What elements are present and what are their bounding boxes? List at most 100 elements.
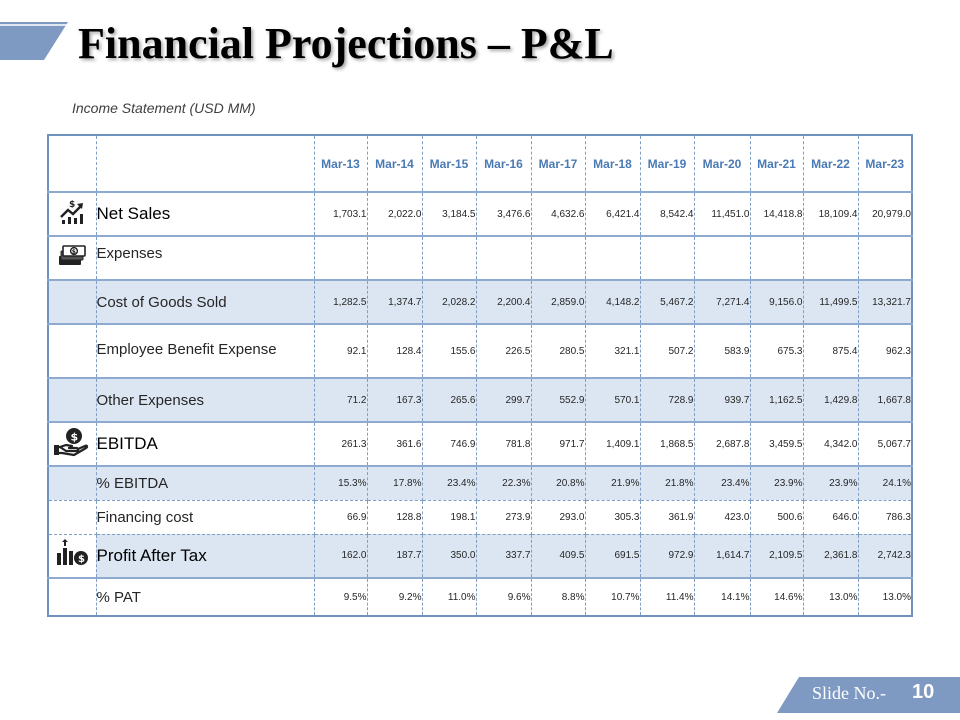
table-row: Cost of Goods Sold 1,282.5 1,374.7 2,028.2 2… <box>47 279 913 325</box>
value-cell: 198.1 <box>421 499 477 535</box>
value-cell: 11,499.5 <box>802 279 859 325</box>
value-cell <box>693 235 751 281</box>
value-cell: 22.3% <box>475 465 532 501</box>
value-cell: 23.4% <box>421 465 477 501</box>
table-row: $ EBITDA 261.3 361.6 746.9 781.8 971.7 1,409.1 1… <box>47 421 913 467</box>
hand-coin-icon: $ <box>54 427 90 461</box>
value-cell: 187.7 <box>366 533 423 579</box>
value-cell <box>584 235 641 281</box>
value-cell: 691.5 <box>584 533 641 579</box>
value-cell: 5,467.2 <box>639 279 695 325</box>
value-cell: 361.9 <box>639 499 695 535</box>
header-row: Mar-13 Mar-14 Mar-15 Mar-16 Mar-17 Mar-1… <box>47 134 913 193</box>
value-cell: 20.8% <box>530 465 586 501</box>
value-cell: 17.8% <box>366 465 423 501</box>
footer-band <box>777 677 960 713</box>
table-row: $ Profit After Tax 162.0 187.7 350.0 337.7 409… <box>47 533 913 579</box>
value-cell: 4,148.2 <box>584 279 641 325</box>
value-cell <box>857 235 913 281</box>
value-cell <box>313 235 368 281</box>
row-label: EBITDA <box>95 421 315 467</box>
value-cell: 15.3% <box>313 465 368 501</box>
row-icon-cell <box>47 499 97 535</box>
value-cell: 1,667.8 <box>857 377 913 423</box>
slide-number: 10 <box>912 681 935 703</box>
table-caption: Income Statement (USD MM) <box>72 100 256 116</box>
year-header: Mar-13 <box>313 134 368 193</box>
value-cell: 1,162.5 <box>749 377 804 423</box>
value-cell: 14,418.8 <box>749 191 804 237</box>
value-cell: 155.6 <box>421 323 477 379</box>
value-cell: 2,200.4 <box>475 279 532 325</box>
value-cell: 321.1 <box>584 323 641 379</box>
value-cell: 1,614.7 <box>693 533 751 579</box>
value-cell: 20,979.0 <box>857 191 913 237</box>
row-label: Employee Benefit Expense <box>95 323 315 379</box>
value-cell: 305.3 <box>584 499 641 535</box>
value-cell <box>475 235 532 281</box>
row-label: Other Expenses <box>95 377 315 423</box>
value-cell: 2,028.2 <box>421 279 477 325</box>
value-cell <box>802 235 859 281</box>
corner-accent-shape <box>0 22 68 60</box>
value-cell: 971.7 <box>530 421 586 467</box>
svg-text:$: $ <box>69 200 75 210</box>
value-cell: 1,429.8 <box>802 377 859 423</box>
value-cell: 9,156.0 <box>749 279 804 325</box>
value-cell: 570.1 <box>584 377 641 423</box>
row-icon-cell <box>47 279 97 325</box>
value-cell: 10.7% <box>584 577 641 617</box>
row-icon-cell <box>47 377 97 423</box>
value-cell <box>749 235 804 281</box>
row-label: % EBITDA <box>95 465 315 501</box>
value-cell <box>421 235 477 281</box>
value-cell <box>639 235 695 281</box>
row-label: Profit After Tax <box>95 533 315 579</box>
value-cell: 11.4% <box>639 577 695 617</box>
year-header: Mar-18 <box>584 134 641 193</box>
value-cell: 552.9 <box>530 377 586 423</box>
value-cell: 423.0 <box>693 499 751 535</box>
value-cell: 4,342.0 <box>802 421 859 467</box>
value-cell: 786.3 <box>857 499 913 535</box>
value-cell <box>366 235 423 281</box>
table-row: $ Net Sales 1,703.1 2,022.0 3,184.5 3,476.6 4,… <box>47 191 913 237</box>
value-cell: 972.9 <box>639 533 695 579</box>
value-cell: 6,421.4 <box>584 191 641 237</box>
value-cell: 13,321.7 <box>857 279 913 325</box>
year-header: Mar-17 <box>530 134 586 193</box>
row-icon-cell <box>47 577 97 617</box>
value-cell: 11.0% <box>421 577 477 617</box>
year-header: Mar-23 <box>857 134 913 193</box>
value-cell: 299.7 <box>475 377 532 423</box>
bar-chart-coin-icon: $ <box>55 539 89 571</box>
value-cell: 9.6% <box>475 577 532 617</box>
value-cell: 2,859.0 <box>530 279 586 325</box>
table-row: $ Expenses <box>47 235 913 281</box>
value-cell: 2,022.0 <box>366 191 423 237</box>
row-icon-cell <box>47 323 97 379</box>
svg-text:$: $ <box>71 430 79 443</box>
value-cell: 14.6% <box>749 577 804 617</box>
value-cell: 500.6 <box>749 499 804 535</box>
slide-number-label: Slide No.- <box>812 683 886 703</box>
row-icon-cell: $ <box>47 235 97 281</box>
value-cell: 2,742.3 <box>857 533 913 579</box>
value-cell: 7,271.4 <box>693 279 751 325</box>
value-cell: 781.8 <box>475 421 532 467</box>
value-cell <box>530 235 586 281</box>
value-cell: 66.9 <box>313 499 368 535</box>
year-header: Mar-21 <box>749 134 804 193</box>
value-cell: 13.0% <box>802 577 859 617</box>
value-cell: 409.5 <box>530 533 586 579</box>
row-label: Net Sales <box>95 191 315 237</box>
year-header: Mar-19 <box>639 134 695 193</box>
value-cell: 11,451.0 <box>693 191 751 237</box>
year-header: Mar-22 <box>802 134 859 193</box>
value-cell: 14.1% <box>693 577 751 617</box>
value-cell: 8.8% <box>530 577 586 617</box>
svg-text:$: $ <box>72 248 76 255</box>
table-row: Financing cost 66.9 128.8 198.1 273.9 293.0 30… <box>47 499 913 535</box>
value-cell: 646.0 <box>802 499 859 535</box>
value-cell: 167.3 <box>366 377 423 423</box>
